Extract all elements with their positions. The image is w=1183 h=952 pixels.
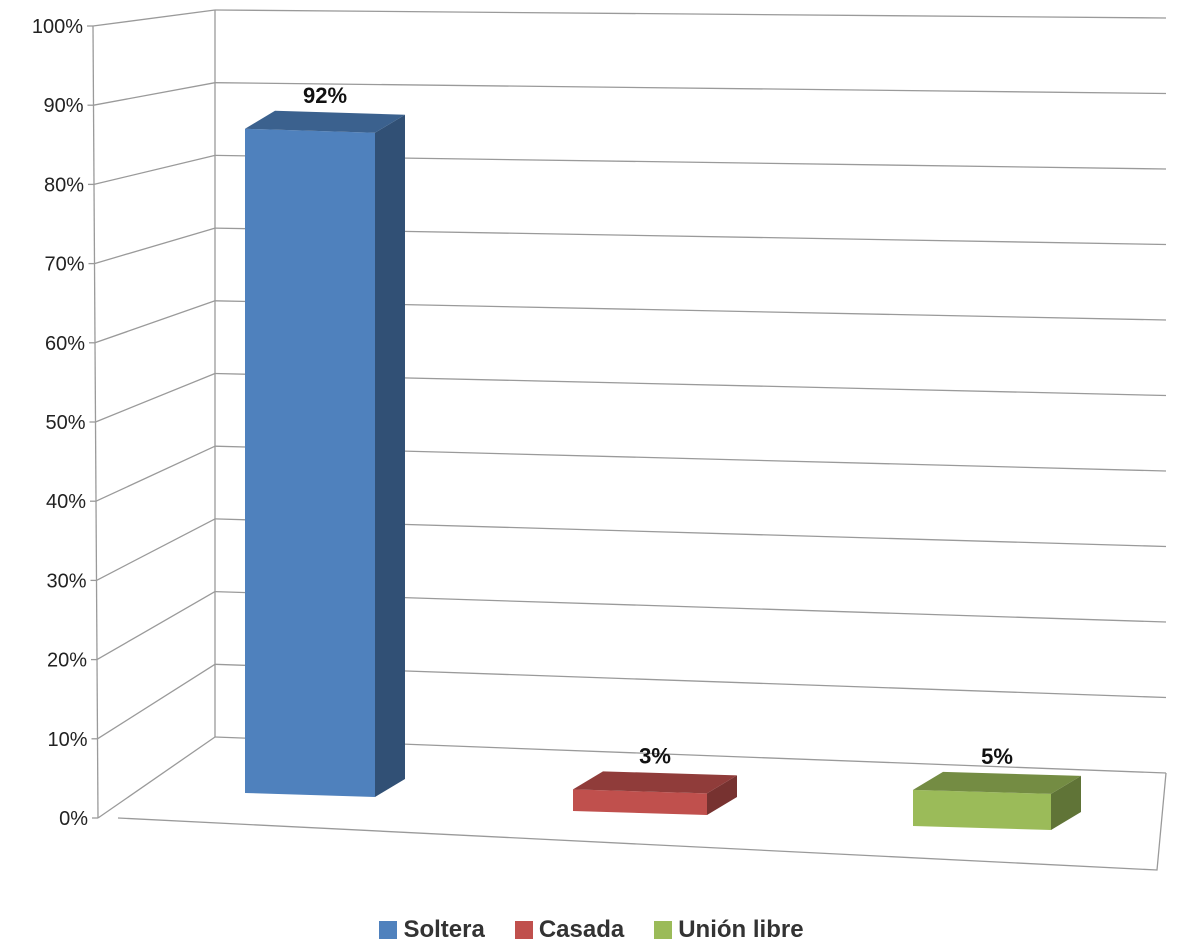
- gridline-left: [92, 9, 216, 27]
- gridline-left: [96, 591, 216, 661]
- bar-front-1: [573, 789, 707, 815]
- legend-item-casada: Casada: [514, 916, 625, 944]
- data-label-1: 3%: [639, 743, 671, 768]
- bar-top-0: [245, 110, 405, 133]
- data-label-2: 5%: [981, 744, 1013, 769]
- bar-top-2: [913, 771, 1081, 794]
- y-tick-label: 40%: [46, 491, 86, 513]
- y-tick-label: 60%: [45, 333, 85, 355]
- y-axis-ticks: 0% 10% 20% 30% 40% 50% 60% 70% 80% 90% 100%: [32, 16, 88, 830]
- legend-item-soltera: Soltera: [379, 916, 485, 944]
- bar-side-2: [1051, 775, 1081, 830]
- bar-front-2: [913, 789, 1051, 830]
- bar-front-0: [245, 128, 375, 797]
- legend-label-union-libre: Unión libre: [678, 916, 804, 943]
- legend: Soltera Casada Unión libre: [0, 916, 1183, 944]
- bars: [245, 110, 1081, 830]
- y-tick-label: 100%: [32, 16, 83, 38]
- data-label-0: 92%: [303, 83, 347, 108]
- floor-outline: [117, 772, 1167, 871]
- bar-1: [573, 771, 737, 815]
- gridline-left: [94, 227, 216, 265]
- bar-2: [913, 771, 1081, 830]
- legend-label-soltera: Soltera: [403, 916, 485, 943]
- gridline-left: [96, 518, 216, 581]
- gridline-left: [94, 300, 216, 344]
- gridline-left: [95, 372, 216, 423]
- y-tick-label: 80%: [44, 174, 84, 196]
- y-tick-label: 70%: [44, 254, 84, 276]
- gridline-left: [97, 736, 216, 819]
- bar-0: [245, 110, 405, 797]
- legend-swatch-casada: [514, 921, 533, 939]
- legend-label-casada: Casada: [538, 916, 625, 943]
- bar-side-0: [375, 114, 405, 797]
- gridline-left: [97, 663, 216, 740]
- gridline-back: [214, 9, 1167, 19]
- y-tick-label: 50%: [45, 412, 85, 434]
- y-tick-label: 10%: [47, 729, 87, 751]
- gridline-back: [214, 82, 1167, 95]
- y-tick-label: 90%: [43, 95, 83, 117]
- gridline-left: [93, 154, 216, 186]
- legend-swatch-soltera: [379, 921, 398, 939]
- bar-top-1: [573, 771, 737, 794]
- y-tick-label: 20%: [47, 650, 87, 672]
- gridline-left: [93, 82, 216, 106]
- y-tick-label: 30%: [46, 570, 86, 592]
- legend-item-union-libre: Unión libre: [654, 916, 804, 944]
- data-labels: 92% 3% 5%: [303, 83, 1013, 769]
- bar-side-1: [707, 775, 737, 815]
- legend-swatch-union-libre: [654, 921, 673, 939]
- y-tick-label: 0%: [59, 808, 88, 830]
- bar-chart-3d: 0% 10% 20% 30% 40% 50% 60% 70% 80% 90% 100% 92% 3% 5…: [32, 9, 1167, 871]
- gridline-left: [95, 445, 216, 502]
